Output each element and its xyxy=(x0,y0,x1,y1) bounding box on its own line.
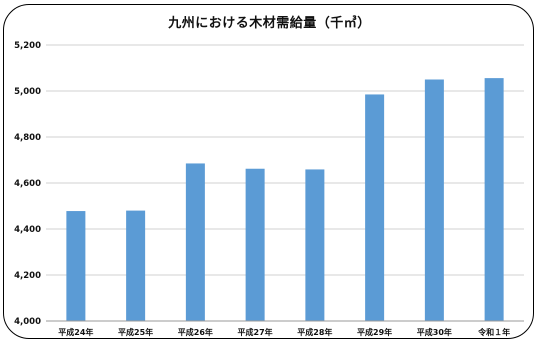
y-tick-label: 4,800 xyxy=(14,133,41,143)
bar xyxy=(305,169,325,321)
y-tick-label: 5,200 xyxy=(14,41,41,51)
bar xyxy=(245,168,265,321)
y-tick-label: 4,400 xyxy=(14,225,41,235)
x-tick-label: 平成27年 xyxy=(238,327,273,337)
bar xyxy=(365,94,385,321)
x-axis-tick-labels: 平成24年 平成25年 平成26年 平成27年 平成28年 平成29年 平成30年 令和１年 xyxy=(58,327,510,337)
x-tick-label: 平成26年 xyxy=(178,327,213,337)
y-tick-label: 4,000 xyxy=(14,317,41,327)
y-tick-label: 5,000 xyxy=(14,87,41,97)
gridlines xyxy=(46,44,524,322)
chart-title: 九州における木材需給量（千㎥） xyxy=(168,16,371,31)
y-tick-label: 4,200 xyxy=(14,271,41,281)
x-tick-label: 平成30年 xyxy=(417,327,452,337)
x-tick-label: 平成25年 xyxy=(118,327,153,337)
bar xyxy=(424,79,444,321)
x-tick-label: 平成24年 xyxy=(58,327,93,337)
x-tick-label: 令和１年 xyxy=(477,327,510,337)
chart-frame xyxy=(3,4,534,339)
bar xyxy=(185,163,205,321)
x-tick-label: 平成29年 xyxy=(357,327,392,337)
bar xyxy=(126,210,146,321)
bar xyxy=(66,211,86,321)
x-tick-label: 平成28年 xyxy=(297,327,332,337)
bars xyxy=(66,78,504,322)
y-axis-tick-labels: 4,000 4,200 4,400 4,600 4,800 5,000 5,200 xyxy=(14,41,41,327)
bar xyxy=(484,78,504,322)
y-tick-label: 4,600 xyxy=(14,179,41,189)
